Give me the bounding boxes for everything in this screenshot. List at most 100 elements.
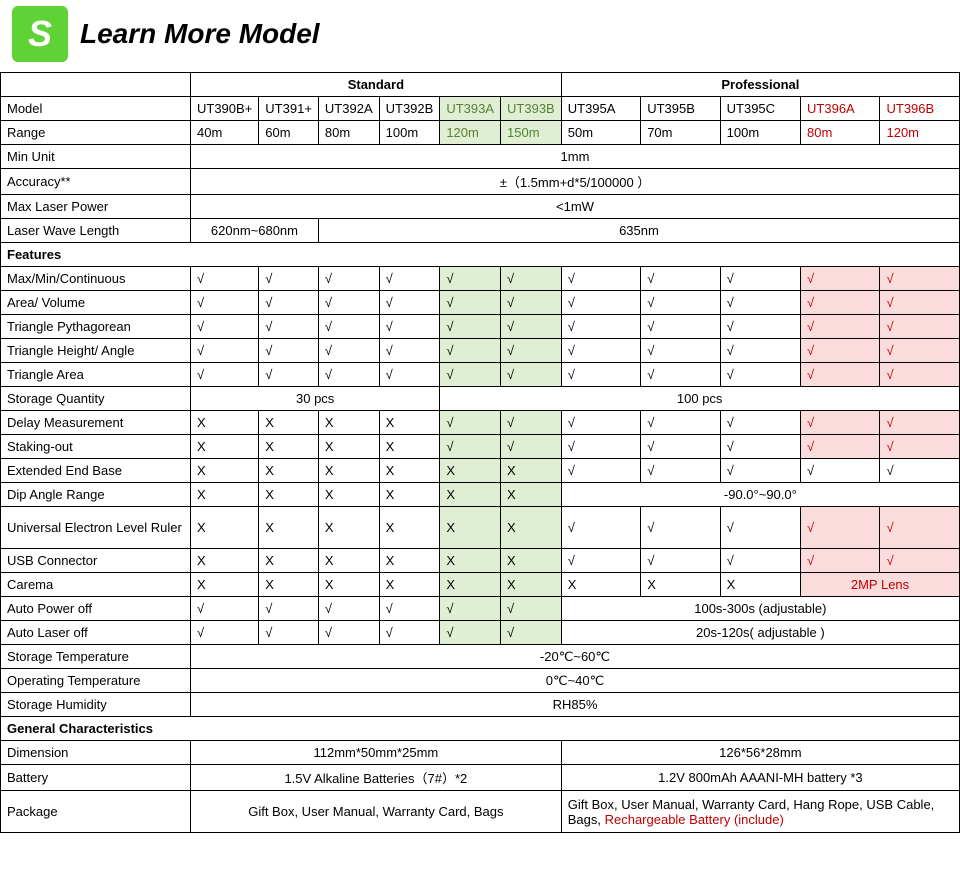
row-autolaser: Auto Laser off√√√√√√20s-120s( adjustable… [1, 621, 960, 645]
range-cell: 40m [191, 121, 259, 145]
range-cell: 50m [561, 121, 640, 145]
cell: X [379, 573, 440, 597]
section-general: General Characteristics [1, 717, 960, 741]
cell: X [379, 507, 440, 549]
cell: √ [501, 291, 562, 315]
cell: √ [561, 267, 640, 291]
label-trih: Triangle Height/ Angle [1, 339, 191, 363]
pkg-b: Gift Box, User Manual, Warranty Card, Ha… [561, 791, 959, 833]
cell: √ [379, 267, 440, 291]
dip-val: -90.0°~90.0° [561, 483, 959, 507]
cell: X [259, 507, 319, 549]
cell: √ [259, 315, 319, 339]
cell: √ [318, 363, 379, 387]
range-cell: 60m [259, 121, 319, 145]
cell: √ [641, 435, 720, 459]
row-stake: Staking-outXXXX√√√√√√√ [1, 435, 960, 459]
page-header: S Learn More Model [0, 0, 960, 72]
cell: √ [720, 411, 800, 435]
cell: √ [561, 549, 640, 573]
cell: √ [259, 291, 319, 315]
cell: X [379, 459, 440, 483]
model-cell: UT392B [379, 97, 440, 121]
cell: √ [720, 507, 800, 549]
cell: √ [641, 291, 720, 315]
model-cell: UT393A [440, 97, 501, 121]
cell: √ [801, 411, 880, 435]
cell: X [379, 483, 440, 507]
cell: √ [501, 411, 562, 435]
cell: √ [561, 363, 640, 387]
cell: X [191, 507, 259, 549]
cell: √ [801, 363, 880, 387]
model-cell: UT391+ [259, 97, 319, 121]
label-camera: Carema [1, 573, 191, 597]
dim-b: 126*56*28mm [561, 741, 959, 765]
cell: √ [259, 597, 319, 621]
cell: √ [561, 459, 640, 483]
label-area: Area/ Volume [1, 291, 191, 315]
cell: √ [880, 339, 960, 363]
row-model: Model UT390B+ UT391+ UT392A UT392B UT393… [1, 97, 960, 121]
row-tria: Triangle Area√√√√√√√√√√√ [1, 363, 960, 387]
cell: √ [191, 339, 259, 363]
model-cell: UT395B [641, 97, 720, 121]
cell: √ [641, 459, 720, 483]
cell: √ [880, 459, 960, 483]
label-autopower: Auto Power off [1, 597, 191, 621]
range-cell: 70m [641, 121, 720, 145]
label-ext: Extended End Base [1, 459, 191, 483]
label-package: Package [1, 791, 191, 833]
cell: X [259, 573, 319, 597]
wave-b: 635nm [318, 219, 959, 243]
autolaser-val: 20s-120s( adjustable ) [561, 621, 959, 645]
cell: √ [379, 363, 440, 387]
model-cell: UT396B [880, 97, 960, 121]
cell: √ [801, 339, 880, 363]
accuracy-val: ±（1.5mm+d*5/100000 ） [191, 169, 960, 195]
cell: √ [720, 363, 800, 387]
cell: √ [501, 363, 562, 387]
row-camera: CaremaXXXXXXXXX2MP Lens [1, 573, 960, 597]
batt-a: 1.5V Alkaline Batteries（7#）*2 [191, 765, 562, 791]
batt-b: 1.2V 800mAh AAANI-MH battery *3 [561, 765, 959, 791]
cell: √ [379, 621, 440, 645]
dim-a: 112mm*50mm*25mm [191, 741, 562, 765]
cell: √ [801, 291, 880, 315]
model-cell: UT393B [501, 97, 562, 121]
row-mmc: Max/Min/Continuous√√√√√√√√√√√ [1, 267, 960, 291]
cell: √ [880, 267, 960, 291]
cell: X [440, 483, 501, 507]
cell: X [259, 459, 319, 483]
cell: X [318, 573, 379, 597]
cell: √ [440, 339, 501, 363]
cell: √ [801, 267, 880, 291]
cell: √ [440, 315, 501, 339]
spec-table: Standard Professional Model UT390B+ UT39… [0, 72, 960, 833]
cell: X [259, 411, 319, 435]
cell: √ [501, 339, 562, 363]
model-cell: UT396A [801, 97, 880, 121]
cell: √ [561, 339, 640, 363]
range-cell: 80m [318, 121, 379, 145]
cell: X [318, 507, 379, 549]
cell: √ [561, 315, 640, 339]
cell: √ [720, 549, 800, 573]
cell: √ [880, 291, 960, 315]
cell: √ [561, 507, 640, 549]
cell: √ [880, 363, 960, 387]
cell: X [561, 573, 640, 597]
cell: √ [720, 315, 800, 339]
label-model: Model [1, 97, 191, 121]
cell: √ [561, 411, 640, 435]
cell: √ [561, 435, 640, 459]
cell: √ [379, 291, 440, 315]
cell: X [501, 483, 562, 507]
cell: X [191, 411, 259, 435]
label-range: Range [1, 121, 191, 145]
row-trih: Triangle Height/ Angle√√√√√√√√√√√ [1, 339, 960, 363]
cell: X [318, 549, 379, 573]
wave-a: 620nm~680nm [191, 219, 319, 243]
cell: X [191, 549, 259, 573]
cell: √ [501, 267, 562, 291]
